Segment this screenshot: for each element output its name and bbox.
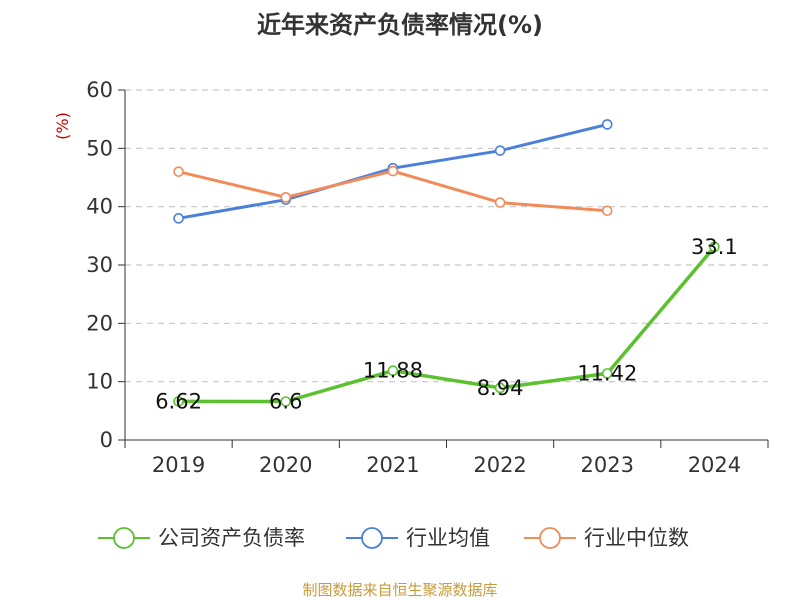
series-lines <box>173 119 720 407</box>
series-line-0 <box>178 245 716 404</box>
data-point-0-0 <box>173 396 184 407</box>
data-point-0-3 <box>494 382 506 394</box>
data-label-5: 33.1 <box>691 235 738 259</box>
legend-label-2: 行业中位数 <box>584 526 689 550</box>
series-line-2 <box>178 169 608 213</box>
legend: 公司资产负债率 行业均值 行业中位数 <box>98 526 689 550</box>
x-tick-label-2023: 2023 <box>581 453 634 477</box>
data-point-2-1 <box>280 192 292 203</box>
data-label-3: 8.94 <box>477 376 524 400</box>
data-point-0-2 <box>387 365 399 377</box>
x-tick-label-2020: 2020 <box>259 453 312 477</box>
y-tick-label-30: 30 <box>86 253 113 277</box>
data-point-1-4 <box>601 119 613 130</box>
data-point-2-0 <box>173 166 184 177</box>
legend-label-1: 行业均值 <box>406 526 490 550</box>
axes: 0 10 20 30 40 50 60 2019 2020 2021 2022 2023 2024 <box>86 78 769 477</box>
y-tick-label-60: 60 <box>86 78 113 102</box>
data-label-2: 11.88 <box>363 359 423 383</box>
y-tick-label-20: 20 <box>86 311 113 335</box>
data-labels: 6.62 6.6 11.88 8.94 11.42 33.1 <box>155 235 738 414</box>
y-tick-label-0: 0 <box>100 428 113 452</box>
x-tick-label-2021: 2021 <box>366 453 419 477</box>
y-tick-label-10: 10 <box>86 370 113 394</box>
y-axis-label: (%) <box>53 112 72 140</box>
data-point-1-0 <box>173 213 184 224</box>
data-point-2-2 <box>387 165 399 177</box>
data-point-0-5 <box>709 241 720 253</box>
chart-title: 近年来资产负债率情况(%) <box>257 11 543 39</box>
data-point-2-4 <box>601 205 613 217</box>
source-note: 制图数据来自恒生聚源数据库 <box>302 581 497 599</box>
legend-marker-2 <box>539 527 561 549</box>
grid-lines <box>125 89 768 383</box>
data-label-4: 11.42 <box>577 361 637 385</box>
data-point-1-3 <box>494 145 506 156</box>
legend-marker-0 <box>113 527 135 549</box>
legend-marker-1 <box>361 527 383 549</box>
data-label-1: 6.6 <box>269 390 302 414</box>
y-tick-label-40: 40 <box>86 195 113 219</box>
x-tick-label-2022: 2022 <box>473 453 526 477</box>
data-point-0-4 <box>601 368 613 379</box>
data-point-2-3 <box>494 197 506 208</box>
y-tick-label-50: 50 <box>86 136 113 160</box>
x-tick-label-2024: 2024 <box>688 453 741 477</box>
legend-label-0: 公司资产负债率 <box>158 526 305 550</box>
data-label-0: 6.62 <box>155 389 202 413</box>
x-tick-label-2019: 2019 <box>152 453 205 477</box>
data-point-0-1 <box>280 396 292 407</box>
